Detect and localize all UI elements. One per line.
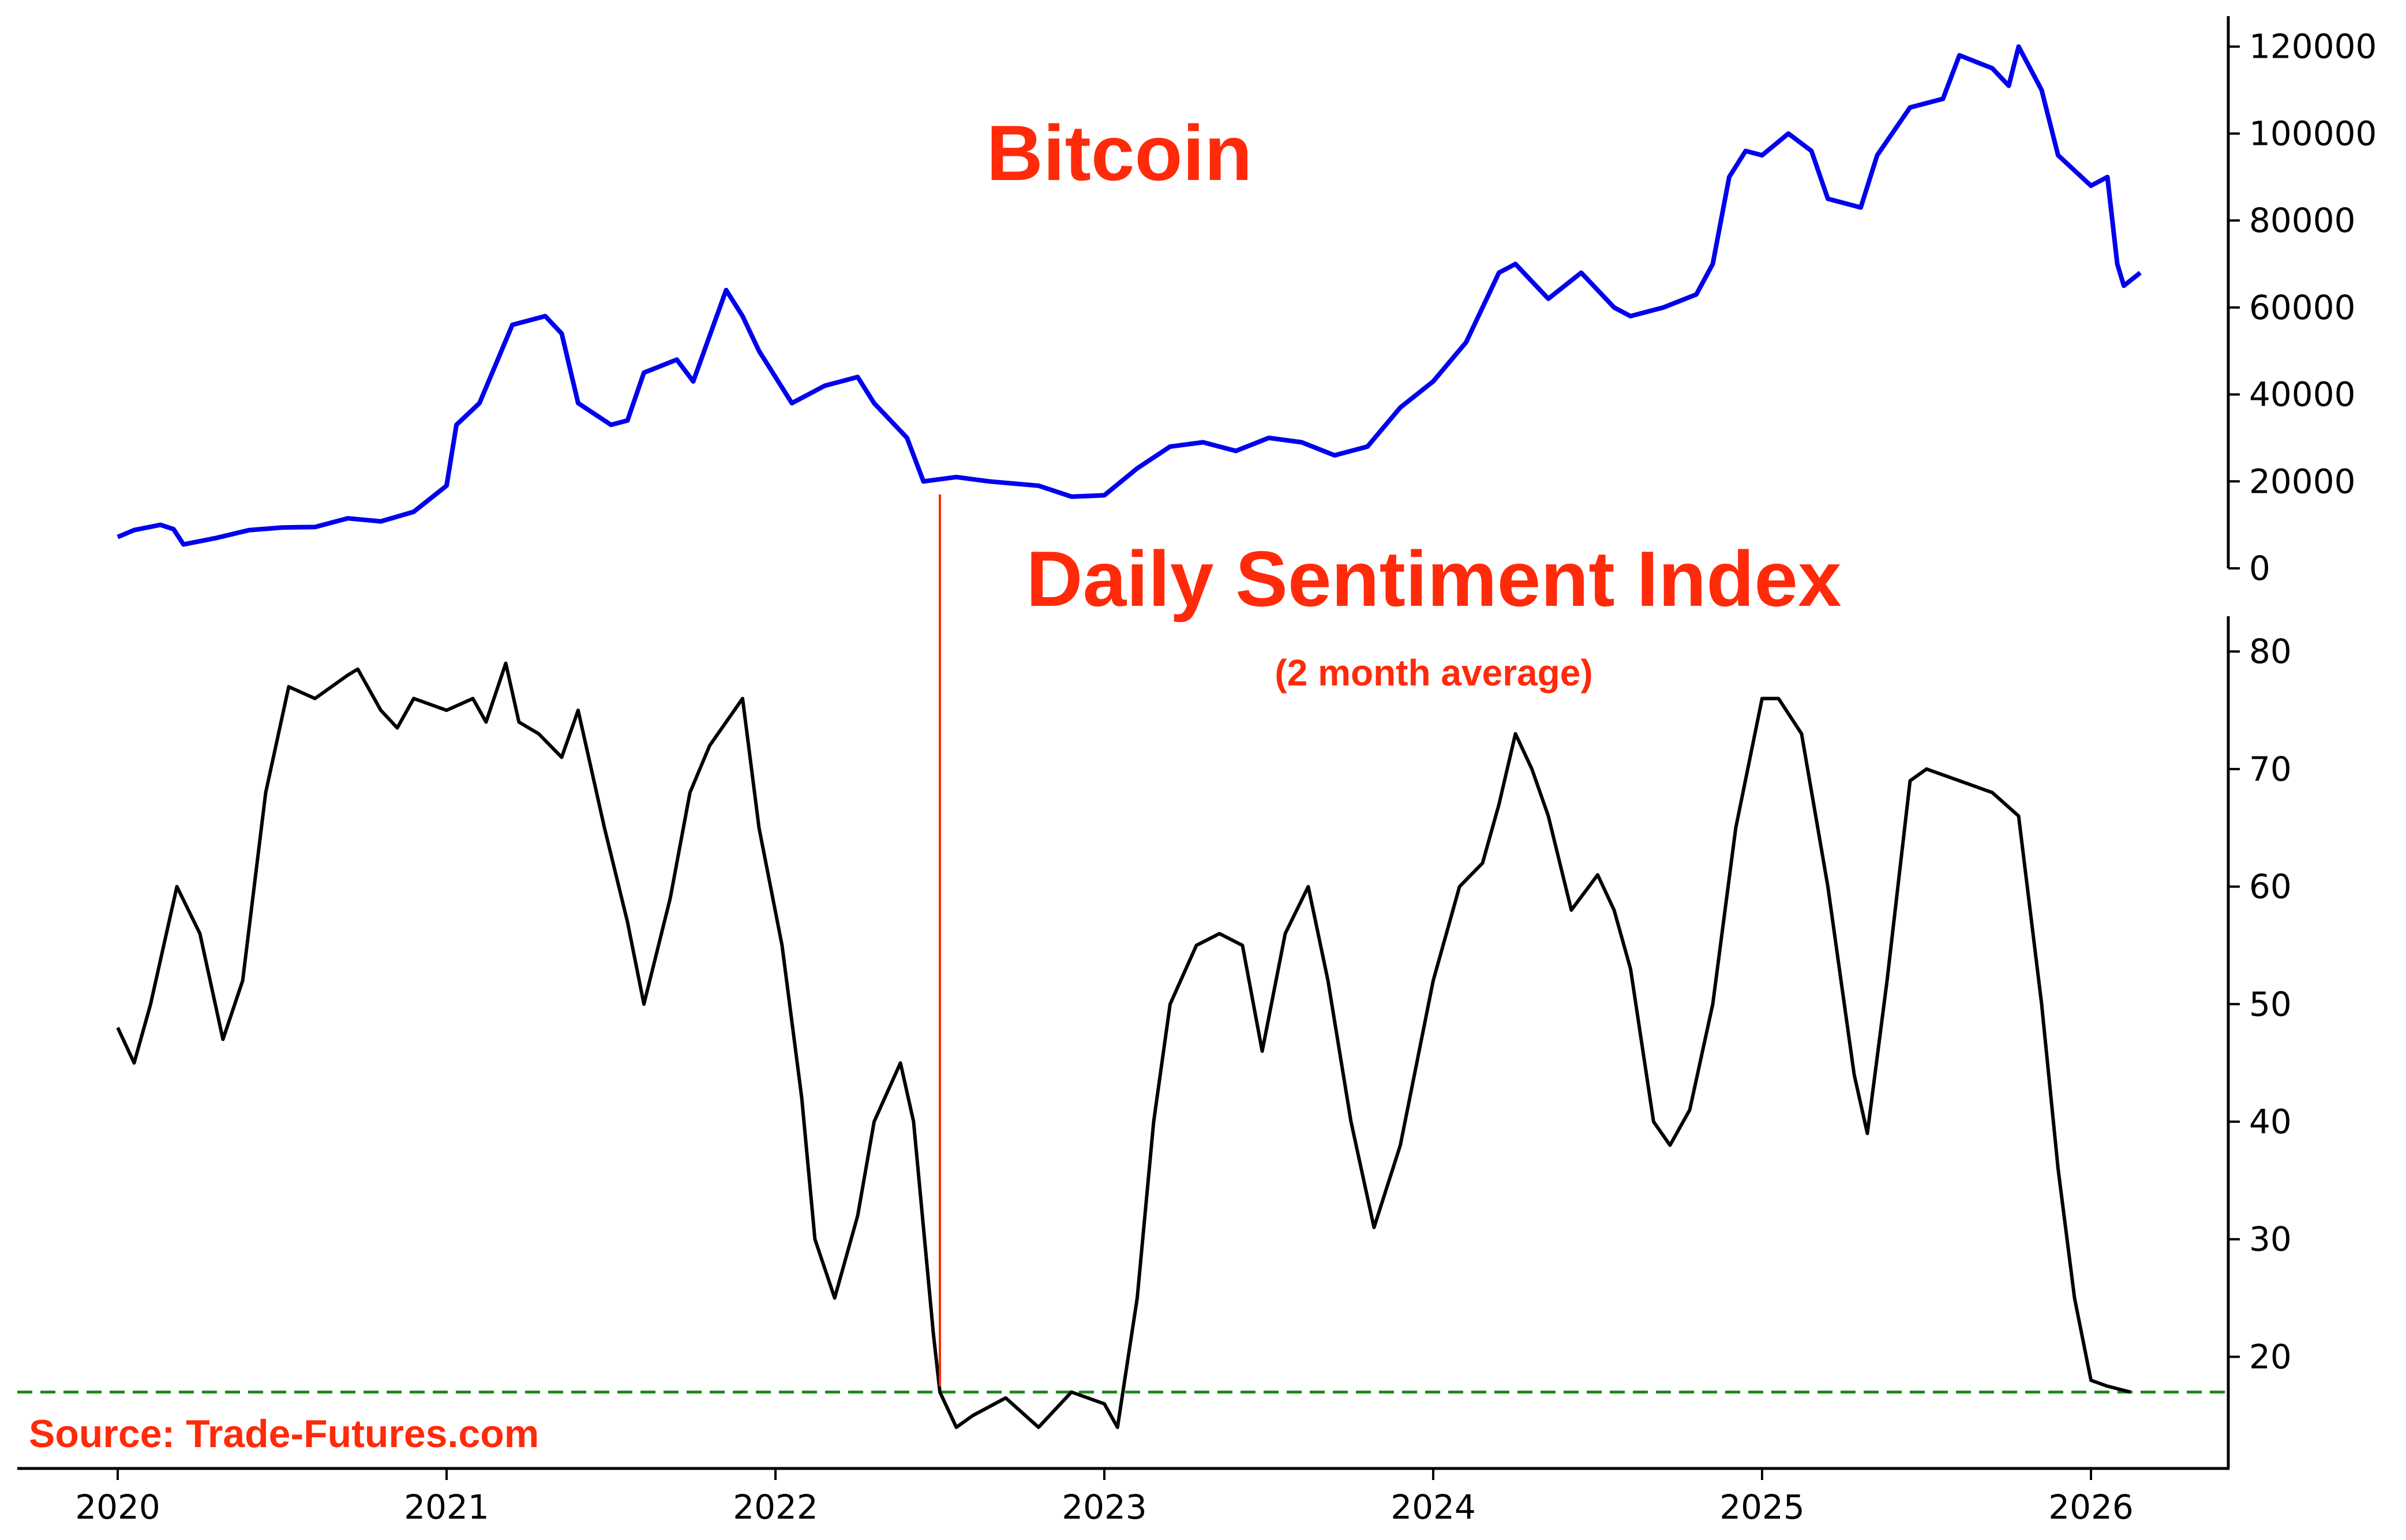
bitcoin-price-line xyxy=(117,44,2142,547)
bitcoin-y-tick-label: 120000 xyxy=(2249,27,2377,66)
sentiment-y-tick-label: 30 xyxy=(2249,1220,2292,1259)
bitcoin-title: Bitcoin xyxy=(987,109,1253,197)
bitcoin-y-tick-label: 80000 xyxy=(2249,201,2356,240)
bitcoin-y-tick-label: 100000 xyxy=(2249,114,2377,153)
bitcoin-y-tick-label: 60000 xyxy=(2249,288,2356,327)
x-tick-label: 2026 xyxy=(2048,1487,2134,1527)
bitcoin-y-tick-label: 20000 xyxy=(2249,462,2356,501)
source-label: Source: Trade-Futures.com xyxy=(29,1412,539,1456)
sentiment-index-line xyxy=(116,661,2131,1429)
sentiment-subtitle: (2 month average) xyxy=(1275,652,1592,694)
bitcoin-y-tick-label: 0 xyxy=(2249,549,2270,588)
sentiment-y-tick-label: 20 xyxy=(2249,1337,2292,1376)
sentiment-y-tick-label: 60 xyxy=(2249,867,2292,906)
x-tick-label: 2023 xyxy=(1062,1487,1147,1527)
sentiment-y-tick-label: 70 xyxy=(2249,750,2292,789)
sentiment-title: Daily Sentiment Index xyxy=(1026,535,1841,623)
x-tick-label: 2024 xyxy=(1391,1487,1476,1527)
x-ticks: 2020 2021 2022 2023 2024 2025 2026 xyxy=(75,1468,2134,1527)
sentiment-y-ticks: 20 30 40 50 60 70 80 xyxy=(2228,632,2292,1376)
x-tick-label: 2020 xyxy=(75,1487,160,1527)
x-tick-label: 2021 xyxy=(404,1487,489,1527)
sentiment-y-tick-label: 50 xyxy=(2249,984,2292,1024)
x-tick-label: 2022 xyxy=(733,1487,818,1527)
sentiment-y-tick-label: 80 xyxy=(2249,632,2292,671)
bitcoin-y-ticks: 0 20000 40000 60000 80000 100000 120000 xyxy=(2228,27,2377,588)
sentiment-y-tick-label: 40 xyxy=(2249,1102,2292,1141)
x-tick-label: 2025 xyxy=(1719,1487,1805,1527)
bitcoin-panel: 0 20000 40000 60000 80000 100000 120000 Bitcoi… xyxy=(117,16,2377,588)
bitcoin-y-tick-label: 40000 xyxy=(2249,375,2356,414)
